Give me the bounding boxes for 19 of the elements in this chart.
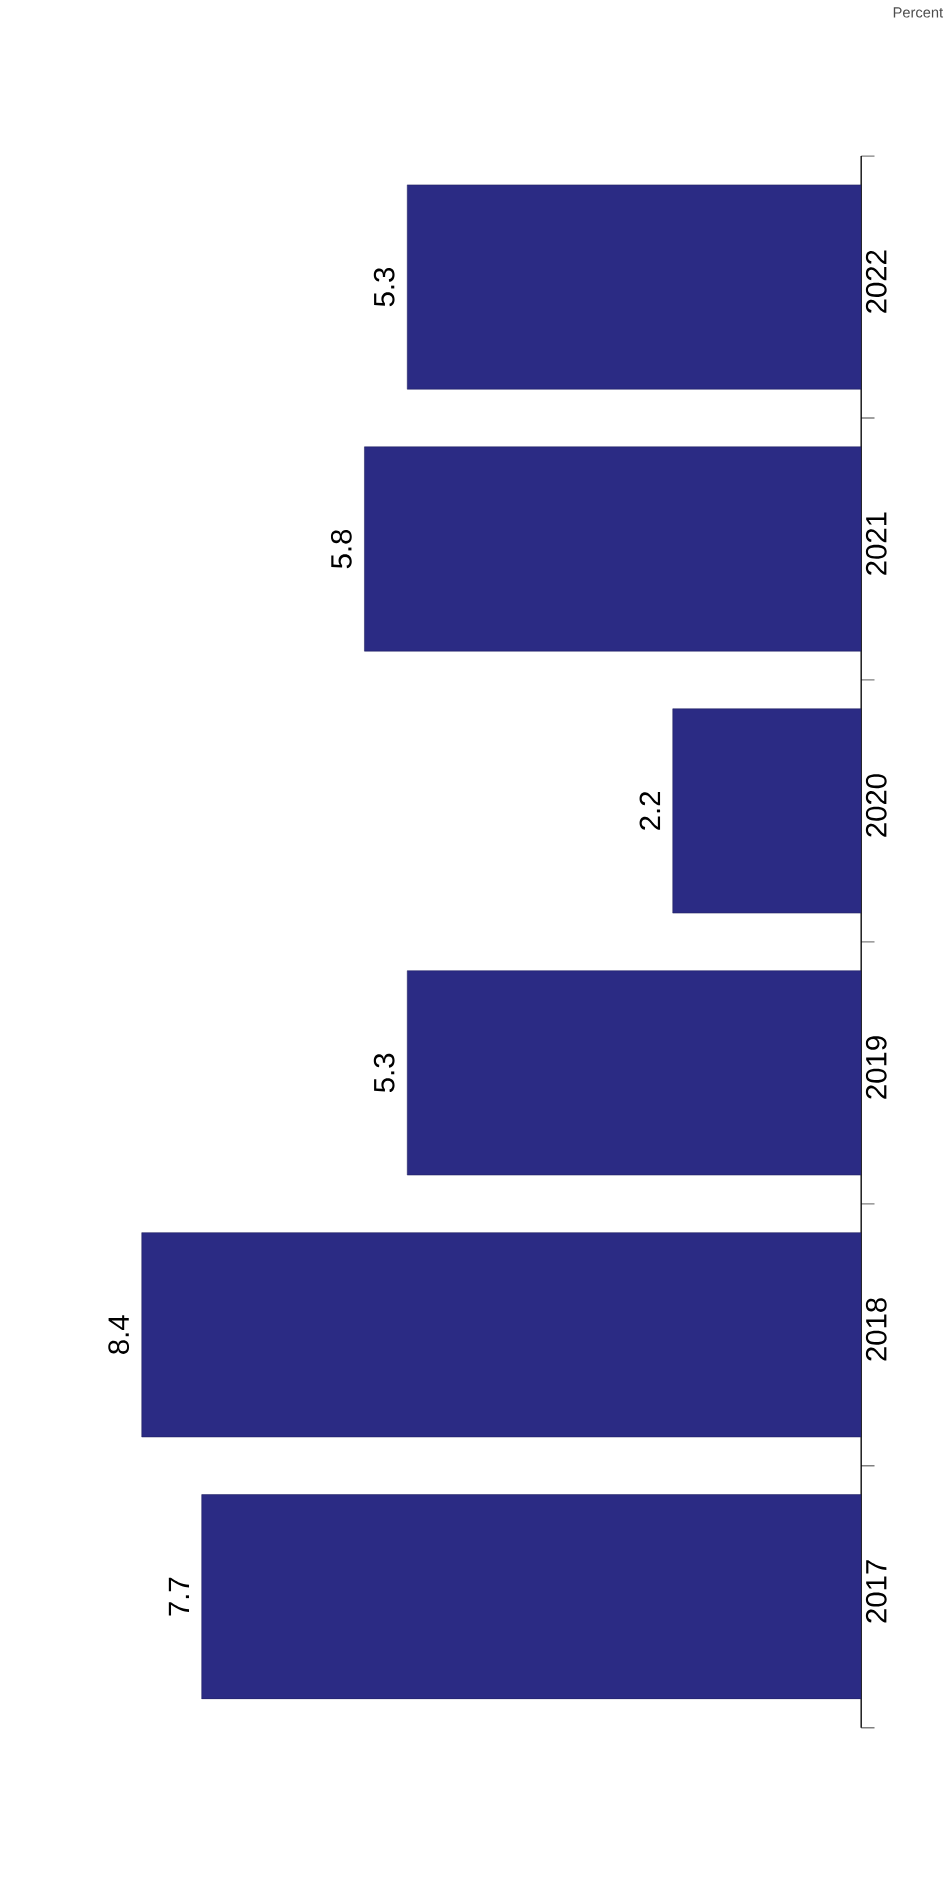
bar (407, 970, 862, 1176)
data-label: 5.3 (374, 267, 395, 307)
data-label: 5.8 (331, 529, 352, 569)
y-tick-label: 2019 (866, 1036, 887, 1099)
text: Percent (894, 7, 944, 18)
bar (407, 184, 862, 390)
data-label: 2.2 (639, 792, 661, 830)
y-tick-label: 2021 (866, 512, 887, 575)
y-tick-label: 2022 (866, 250, 887, 313)
bar (364, 446, 862, 652)
bar (672, 708, 862, 914)
data-label: 8.4 (108, 1315, 130, 1354)
bar (201, 1494, 862, 1700)
y-tick-label: 2017 (866, 1560, 887, 1623)
data-label: 7.7 (169, 1577, 190, 1616)
data-label: 5.3 (374, 1053, 395, 1093)
y-tick-label: 2020 (866, 774, 887, 837)
y-tick-label: 2018 (866, 1298, 887, 1361)
bar (141, 1232, 862, 1438)
